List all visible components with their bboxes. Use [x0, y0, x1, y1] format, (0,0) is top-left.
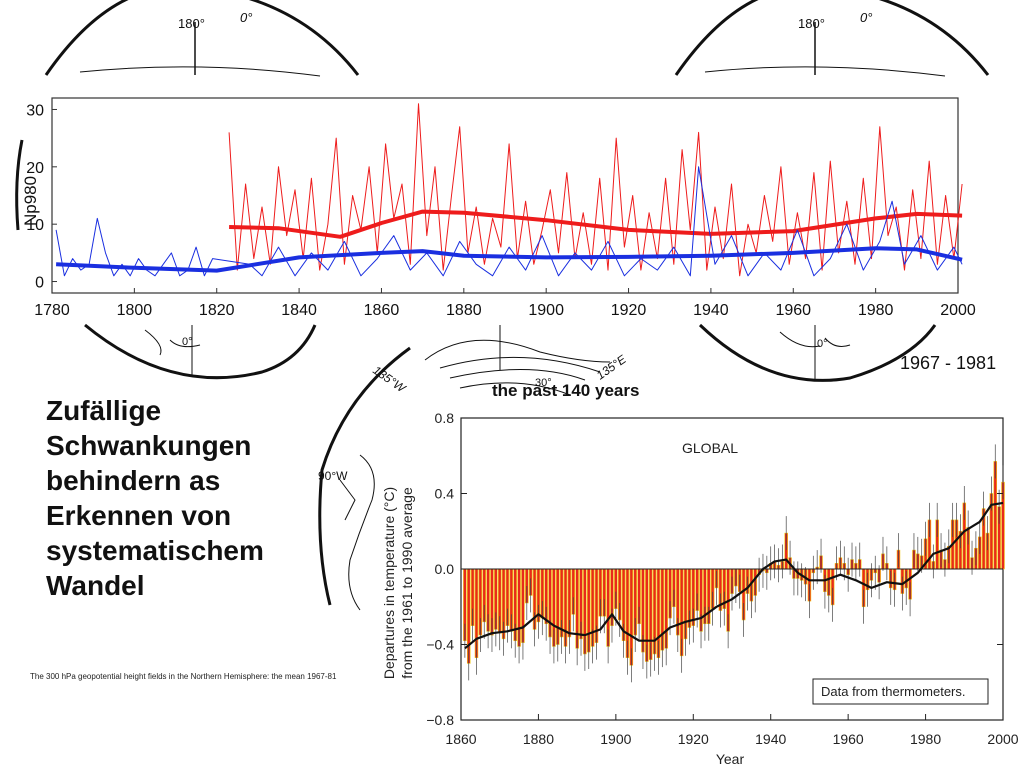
np980-series-blue-smoothed [56, 246, 963, 273]
slide-title: Zufällige Schwankungen behindern as Erke… [46, 393, 336, 603]
map-label-135e: 135°E [594, 352, 630, 383]
map-label-180-right: 180° [798, 16, 825, 31]
np980-x-tick-label: 1840 [281, 302, 317, 319]
annotation-text: Data from thermometers. [821, 684, 966, 699]
map-label-0-right: 0° [860, 10, 872, 25]
np980-y-tick-label: 20 [26, 160, 44, 177]
global-x-tick-label: 1860 [445, 731, 476, 747]
np980-x-tick-label: 2000 [940, 302, 976, 319]
np980-y-tick-label: 30 [26, 102, 44, 119]
global-x-tick-label: 1880 [523, 731, 554, 747]
map-label-30: 30° [535, 377, 552, 389]
np980-series-red-smoothed [229, 209, 963, 239]
map-top-left: 180° 0° [44, 0, 360, 77]
smoothed-trend-line [464, 501, 1004, 650]
np980-y-tick-label: 10 [26, 217, 44, 234]
np980-chart: 1780 1800 1820 1840 1860 1880 1900 1920 1940 1960… [21, 97, 976, 319]
np980-x-tick-label: 1860 [364, 302, 400, 319]
map-top-right: 180° 0° [674, 0, 990, 77]
global-ylabel-line2: from the 1961 to 1990 average [399, 487, 415, 679]
figure-caption: The 300 hPa geopotential height fields i… [30, 672, 337, 681]
np980-x-tick-label: 1960 [775, 302, 811, 319]
np980-x-tick-label: 1820 [199, 302, 235, 319]
np980-x-tick-label: 1980 [858, 302, 894, 319]
slide-title-line: Schwankungen [46, 430, 252, 461]
global-y-tick-label: −0.8 [426, 712, 454, 728]
slide-title-line: systematischem [46, 535, 264, 566]
np980-series-red-annual [228, 103, 963, 277]
map-bottom-left: 0° [84, 323, 317, 380]
map-bottom-right: 0° [698, 323, 937, 382]
global-ylabel-line1: Departures in temperature (°C) [381, 487, 397, 679]
global-x-tick-label: 2000 [987, 731, 1018, 747]
np980-x-tick-label: 1800 [117, 302, 153, 319]
global-x-tick-label: 1980 [910, 731, 941, 747]
global-x-tick-label: 1900 [600, 731, 631, 747]
annotation-box [812, 678, 989, 705]
global-y-tick-label: 0.4 [435, 486, 455, 502]
global-xlabel: Year [716, 751, 745, 767]
np980-x-tick-label: 1920 [611, 302, 647, 319]
slide-title-line: behindern as [46, 465, 221, 496]
np980-x-tick-label: 1940 [693, 302, 729, 319]
np980-x-tick-label: 1900 [528, 302, 564, 319]
global-temperature-chart: 1860 1880 1900 1920 1940 1960 1980 2000 0.8 0.4 0.… [381, 410, 1019, 767]
global-y-tick-label: 0.0 [435, 561, 455, 577]
slide-title-line: Wandel [46, 570, 145, 601]
map-label-0-bottom-left: 0° [182, 336, 193, 348]
np980-x-tick-label: 1880 [446, 302, 482, 319]
map-label-90w: 90°W [318, 469, 348, 483]
global-y-tick-label: 0.8 [435, 410, 455, 426]
period-label: 1967 - 1981 [900, 353, 997, 373]
map-label-180-left: 180° [178, 16, 205, 31]
past-years-label: the past 140 years [492, 381, 640, 400]
np980-ylabel: Np980 [21, 176, 40, 226]
global-x-tick-label: 1960 [833, 731, 864, 747]
map-label-0-bottom-right: 0° [817, 338, 828, 350]
np980-y-tick-label: 0 [35, 275, 44, 292]
map-label-135w: 135°W [370, 363, 409, 396]
global-chart-title: GLOBAL [682, 440, 738, 456]
slide-title-line: Erkennen von [46, 500, 232, 531]
slide-title-line: Zufällige [46, 395, 162, 426]
global-x-tick-label: 1940 [755, 731, 786, 747]
global-y-tick-label: −0.4 [426, 637, 454, 653]
np980-x-tick-label: 1780 [34, 302, 70, 319]
map-label-0-left: 0° [240, 10, 252, 25]
global-x-tick-label: 1920 [678, 731, 709, 747]
